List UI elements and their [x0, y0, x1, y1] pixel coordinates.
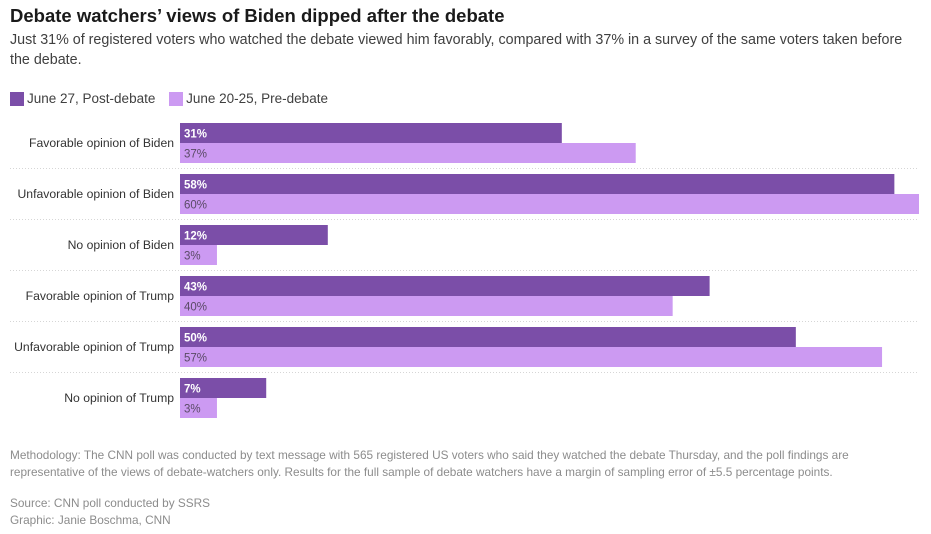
data-label-post: 43%	[184, 282, 207, 294]
bar-chart: Favorable opinion of Biden 31% 37% Unfavora…	[10, 123, 919, 418]
data-label-post: 50%	[184, 333, 207, 345]
legend-label-post: June 27, Post-debate	[27, 91, 156, 106]
bar-post	[180, 378, 267, 398]
data-label-post: 31%	[184, 129, 207, 141]
bar-pre	[180, 143, 636, 163]
category-label: No opinion of Trump	[64, 391, 174, 405]
bar-post	[180, 327, 796, 347]
legend-label-pre: June 20-25, Pre-debate	[186, 91, 328, 106]
data-label-pre: 60%	[184, 200, 207, 212]
data-label-post: 7%	[184, 384, 201, 396]
bar-post	[180, 174, 895, 194]
bar-pre	[180, 296, 673, 316]
category-label: No opinion of Biden	[68, 238, 174, 252]
chart-subtitle: Just 31% of registered voters who watche…	[10, 32, 903, 68]
bar-pre	[180, 398, 217, 418]
graphic-credit-line: Graphic: Janie Boschma, CNN	[10, 513, 171, 527]
legend-swatch-post	[10, 91, 24, 106]
category-label: Unfavorable opinion of Biden	[17, 187, 174, 201]
category-label: Unfavorable opinion of Trump	[14, 340, 174, 354]
bar-pre	[180, 347, 883, 367]
data-label-pre: 40%	[184, 302, 207, 314]
bar-post	[180, 276, 710, 296]
legend-item-pre: June 20-25, Pre-debate	[169, 91, 328, 106]
legend: June 27, Post-debate June 20-25, Pre-deb…	[10, 91, 338, 109]
data-label-pre: 37%	[184, 149, 207, 161]
source-line: Source: CNN poll conducted by SSRS	[10, 496, 210, 510]
data-label-pre: 3%	[184, 404, 201, 416]
methodology-note: Methodology: The CNN poll was conducted …	[10, 448, 849, 479]
data-label-post: 12%	[184, 231, 207, 243]
category-label: Favorable opinion of Biden	[29, 136, 174, 150]
data-label-post: 58%	[184, 180, 207, 192]
chart-title: Debate watchers’ views of Biden dipped a…	[10, 5, 505, 26]
data-label-pre: 57%	[184, 353, 207, 365]
bar-post	[180, 225, 328, 245]
data-label-pre: 3%	[184, 251, 201, 263]
bar-pre	[180, 194, 919, 214]
legend-item-post: June 27, Post-debate	[10, 91, 155, 106]
source-credits: Source: CNN poll conducted by SSRS Graph…	[10, 495, 210, 529]
bar-post	[180, 123, 562, 143]
legend-swatch-pre	[169, 91, 184, 106]
bar-pre	[180, 245, 217, 265]
category-label: Favorable opinion of Trump	[26, 289, 175, 303]
